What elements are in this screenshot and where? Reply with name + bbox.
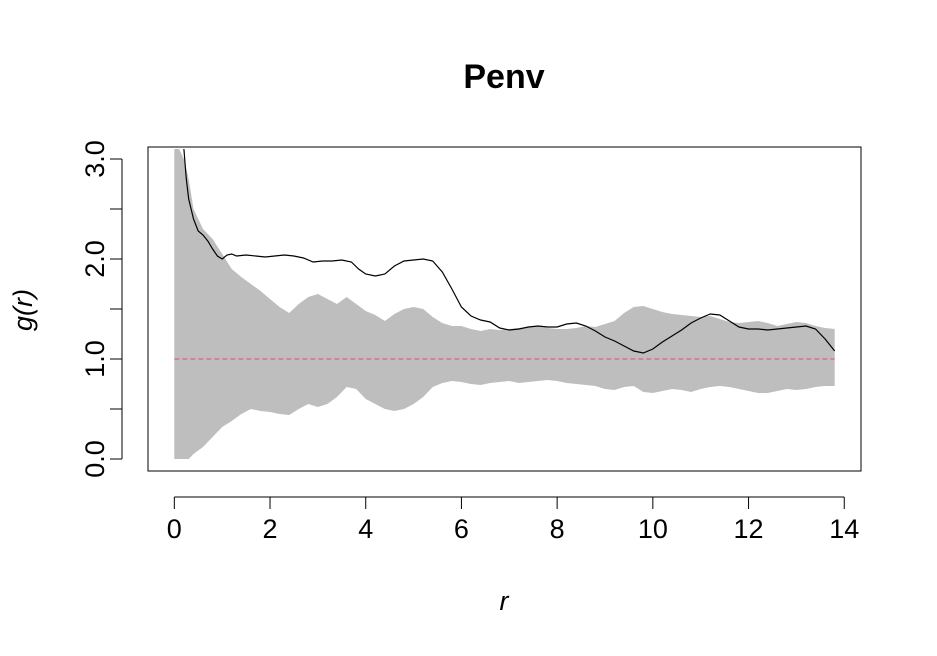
- x-tick-label: 2: [263, 514, 278, 544]
- x-tick-label: 8: [550, 514, 565, 544]
- y-axis: 0.0 1.0 2.0 3.0: [80, 140, 123, 478]
- x-axis: 0 2 4 6 8 10 12 14: [167, 496, 859, 544]
- x-axis-label: r: [500, 586, 510, 616]
- y-tick-label: 2.0: [80, 240, 110, 278]
- x-tick-label: 14: [829, 514, 859, 544]
- x-tick-label: 4: [358, 514, 373, 544]
- observed-line: [183, 148, 836, 354]
- y-axis-label: g(r): [8, 289, 38, 331]
- envelope-band: [174, 149, 835, 459]
- x-tick-label: 0: [167, 514, 182, 544]
- plot-area-border: [147, 146, 862, 472]
- x-tick-label: 6: [454, 514, 469, 544]
- x-tick-label: 12: [734, 514, 764, 544]
- envelope-layer: [174, 149, 835, 459]
- y-tick-label: 1.0: [80, 340, 110, 378]
- y-tick-label: 3.0: [80, 140, 110, 178]
- observed-layer: [183, 148, 836, 354]
- x-tick-label: 10: [638, 514, 668, 544]
- chart-title: Penv: [463, 58, 544, 96]
- y-tick-label: 0.0: [80, 440, 110, 478]
